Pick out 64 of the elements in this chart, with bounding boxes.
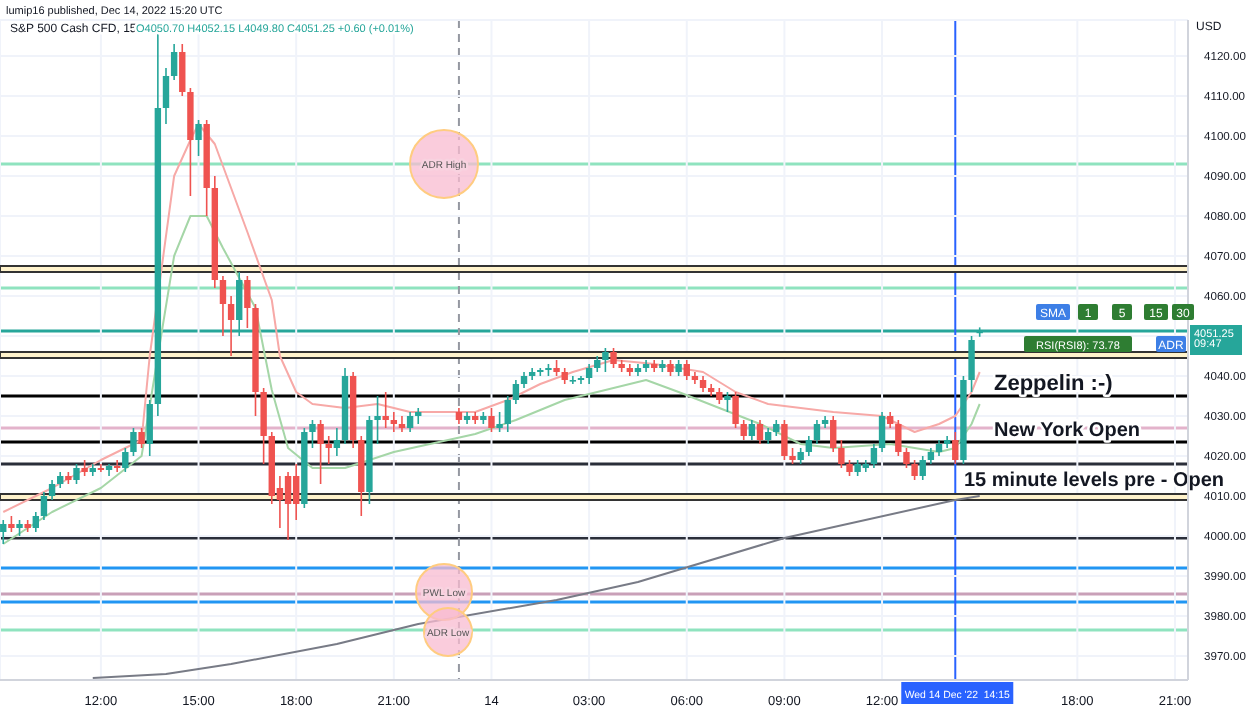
candlestick — [317, 419, 324, 485]
candlestick — [724, 391, 731, 413]
candlestick — [97, 463, 105, 473]
candlestick — [903, 447, 910, 469]
ref-line-label: Zeppelin :-) — [994, 372, 1114, 396]
candlestick — [284, 471, 292, 541]
candlestick — [740, 419, 747, 441]
candlestick — [138, 427, 145, 449]
candlestick — [398, 415, 406, 433]
candlestick — [374, 395, 381, 445]
candlestick — [170, 43, 178, 81]
candlestick — [309, 419, 316, 449]
candlestick — [870, 443, 878, 469]
candlestick — [496, 411, 503, 433]
candlestick — [813, 419, 821, 445]
candlestick — [911, 459, 918, 481]
band-label: 15 minute levels pre - Open — [964, 470, 1225, 492]
candlestick — [195, 119, 202, 157]
candlestick — [512, 379, 520, 405]
candlestick — [162, 67, 170, 125]
candlestick — [577, 375, 585, 385]
candlestick — [732, 391, 739, 429]
candlestick — [146, 399, 153, 457]
candlestick — [382, 391, 389, 429]
candlestick — [244, 275, 251, 329]
candlestick — [48, 479, 56, 501]
candlestick — [895, 419, 902, 457]
candlestick — [537, 367, 544, 377]
line-series — [91, 495, 981, 679]
candlestick — [805, 435, 813, 457]
candlestick — [406, 411, 414, 433]
ref-line-label: New York Open — [994, 420, 1140, 442]
candlestick — [219, 275, 227, 337]
candlestick — [390, 411, 398, 433]
candlestick — [781, 419, 788, 461]
candlestick — [260, 387, 267, 465]
candlestick — [748, 419, 756, 441]
candlestick — [756, 419, 764, 445]
candlestick — [0, 519, 7, 545]
candlestick — [40, 491, 48, 521]
candlestick — [415, 407, 422, 425]
candlestick — [569, 375, 577, 385]
candlestick — [32, 511, 39, 533]
candlestick — [325, 435, 332, 465]
candlestick — [602, 347, 609, 373]
candlestick — [952, 431, 959, 465]
candlestick — [585, 363, 593, 385]
candlestick — [838, 439, 845, 469]
candlestick — [187, 87, 194, 197]
candlestick — [488, 407, 495, 433]
candlestick — [878, 411, 886, 453]
candlestick — [130, 427, 137, 457]
candlestick — [683, 359, 690, 381]
candlestick — [179, 43, 186, 97]
candlestick — [610, 347, 617, 369]
candlestick — [113, 459, 121, 473]
candlestick — [227, 295, 235, 357]
candlestick — [73, 463, 80, 485]
candlestick — [292, 463, 300, 521]
candlestick — [830, 415, 837, 453]
candlestick — [122, 447, 129, 473]
candlestick — [504, 395, 511, 433]
candlestick — [919, 455, 926, 481]
candlestick — [333, 427, 341, 457]
